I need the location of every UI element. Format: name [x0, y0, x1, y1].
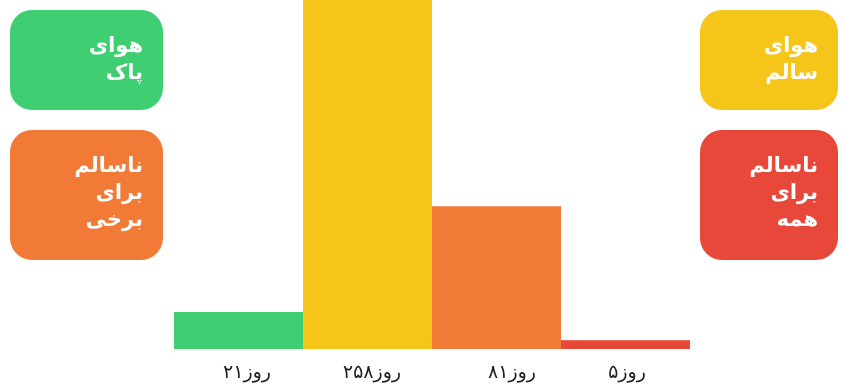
legend-text: برای — [95, 180, 143, 204]
legend-box: ناسالم برای همه — [700, 130, 838, 260]
bar — [174, 311, 303, 349]
legend-text: ناسالم — [749, 153, 818, 177]
legend-text: هوای — [88, 33, 143, 57]
bar — [303, 0, 432, 349]
bar — [432, 206, 561, 349]
bar — [561, 340, 690, 349]
legend-box: هوای پاک — [10, 10, 163, 110]
bars — [174, 0, 690, 349]
legend-text: پاک — [105, 60, 143, 84]
legend-text: هوای — [763, 33, 818, 57]
value-label: ۲۱روز — [223, 361, 271, 383]
legend-text: برخی — [85, 207, 143, 231]
legend-text: همه — [776, 207, 818, 231]
legend-text: ناسالم — [74, 153, 143, 177]
value-label: ۸۱روز — [488, 361, 536, 383]
legend-box: ناسالم برای برخی — [10, 130, 163, 260]
legend-box: هوای سالم — [700, 10, 838, 110]
value-label: ۲۵۸روز — [343, 361, 401, 383]
legend-text: سالم — [765, 60, 818, 84]
value-label: ۵روز — [608, 361, 646, 383]
legend-text: برای — [770, 180, 818, 204]
